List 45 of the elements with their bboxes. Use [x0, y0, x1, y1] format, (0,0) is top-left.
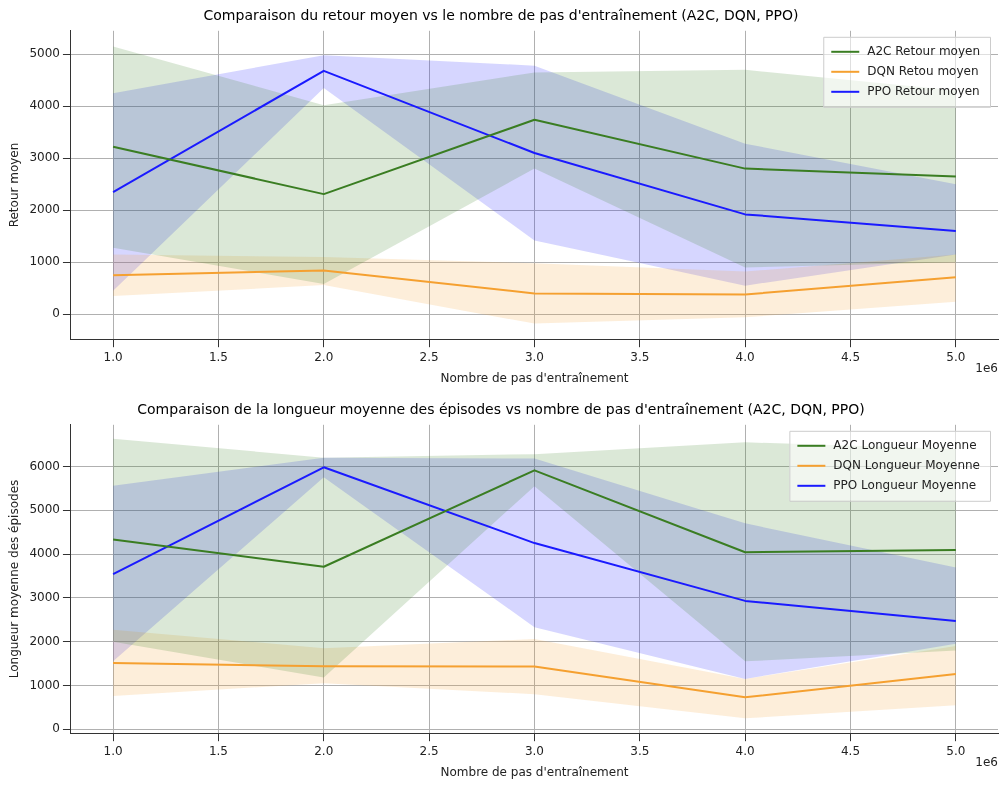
x-tick-label: 4.0 [735, 743, 755, 758]
y-tick-label: 5000 [29, 502, 60, 517]
y-tick-label: 0 [52, 306, 60, 321]
x-tick-label: 2.5 [419, 349, 439, 364]
y-tick-label: 0 [52, 721, 60, 736]
x-tick-label: 4.5 [840, 743, 861, 758]
legend-label: PPO Retour moyen [867, 83, 980, 98]
x-axis-title: Nombre de pas d'entraînement [440, 370, 629, 385]
y-tick-label: 3000 [29, 150, 60, 165]
legend-label: PPO Longueur Moyenne [833, 477, 977, 492]
y-axis-title: Longueur moyenne des épisodes [7, 479, 22, 679]
chart-title: Comparaison de la longueur moyenne des épisodes vs nombre de pas d'entraînement (A2C, DQN, PPO) [137, 401, 865, 418]
y-tick-label: 3000 [29, 589, 60, 604]
legend-label: DQN Longueur Moyenne [833, 457, 981, 472]
x-tick-label: 1.0 [103, 743, 123, 758]
x-tick-label: 2.0 [314, 743, 334, 758]
x-tick-label: 2.0 [314, 349, 334, 364]
x-tick-label: 3.5 [630, 743, 650, 758]
x-axis-title: Nombre de pas d'entraînement [440, 764, 629, 779]
x-tick-label: 4.5 [840, 349, 861, 364]
y-tick-label: 2000 [29, 202, 60, 217]
text: 1e6 [975, 361, 998, 376]
legend-label: A2C Longueur Moyenne [833, 437, 977, 452]
x-tick-label: 3.0 [524, 349, 545, 364]
legend-label: A2C Retour moyen [867, 43, 981, 58]
y-tick-label: 2000 [29, 633, 60, 648]
x-tick-label: 5.0 [946, 349, 966, 364]
y-tick-label: 4000 [29, 546, 60, 561]
x-tick-label: 1.0 [103, 349, 123, 364]
y-tick-label: 1000 [29, 677, 60, 692]
y-tick-label: 1000 [29, 254, 60, 269]
x-tick-label: 2.5 [419, 743, 439, 758]
x-tick-label: 5.0 [946, 743, 966, 758]
y-tick-label: 5000 [29, 46, 60, 61]
y-tick-label: 6000 [29, 458, 60, 473]
x-tick-label: 4.0 [735, 349, 755, 364]
y-tick-label: 4000 [29, 98, 60, 113]
text: 1e6 [975, 755, 998, 770]
x-tick-label: 3.0 [524, 743, 545, 758]
x-tick-label: 1.5 [208, 349, 228, 364]
x-tick-label: 3.5 [630, 349, 650, 364]
x-tick-label: 1.5 [208, 743, 228, 758]
chart-title: Comparaison du retour moyen vs le nombre de pas d'entraînement (A2C, DQN, PPO) [203, 7, 799, 24]
legend-label: DQN Retou moyen [867, 63, 979, 78]
y-axis-title: Retour moyen [7, 142, 22, 228]
